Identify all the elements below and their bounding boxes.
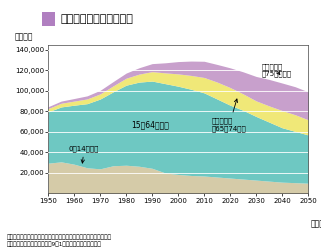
Text: わが国の総人口の見通し: わが国の総人口の見通し	[61, 14, 134, 24]
Text: 前期高齢者
（65～74歳）: 前期高齢者 （65～74歳）	[212, 99, 247, 132]
Text: 資料：総務庁統計局「国勢調査」、国立社会保障・人口問題研究所
「日本の将来推計人口（平成9年1月推計）」（中位推計）: 資料：総務庁統計局「国勢調査」、国立社会保障・人口問題研究所 「日本の将来推計人…	[6, 235, 111, 247]
Text: （年）: （年）	[311, 219, 321, 228]
Text: 後期高齢者
（75歳以上）: 後期高齢者 （75歳以上）	[261, 63, 291, 77]
Text: 15～64歳人口: 15～64歳人口	[131, 120, 169, 129]
Text: 0～14歳人口: 0～14歳人口	[69, 145, 99, 163]
Text: （千人）: （千人）	[14, 32, 33, 41]
